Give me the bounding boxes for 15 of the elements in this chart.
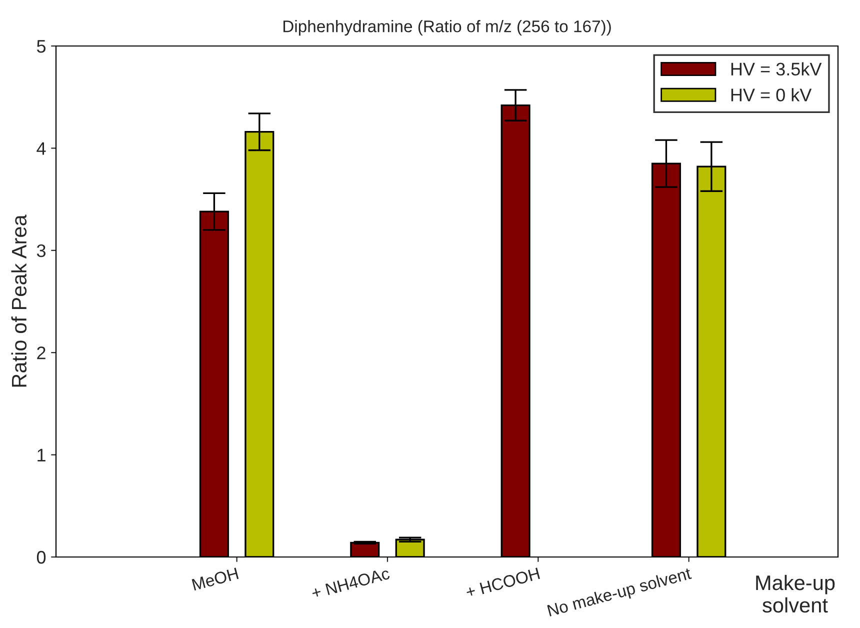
chart-title: Diphenhydramine (Ratio of m/z (256 to 167)) [283,20,611,36]
legend-label: HV = 3.5kV [731,62,822,76]
x-tick-label: + HCOOH [465,568,540,598]
x-tick-label: MeOH [192,568,239,591]
y-tick-label: 4 [36,142,46,155]
y-axis-title: Ratio of Peak Area [11,214,27,387]
y-tick-label: 3 [36,244,46,258]
x-tick-label: No make-up solvent [546,566,693,620]
y-tick-label: 2 [37,346,46,360]
x-tick-label: + NH4OAc [310,567,390,600]
x-axis-title: Make-up solvent [756,574,835,613]
y-tick-label: 0 [36,550,46,564]
y-tick-label: 1 [38,448,46,462]
y-tick-label: 5 [36,40,46,53]
legend-label: HV = 0 kV [731,88,812,102]
